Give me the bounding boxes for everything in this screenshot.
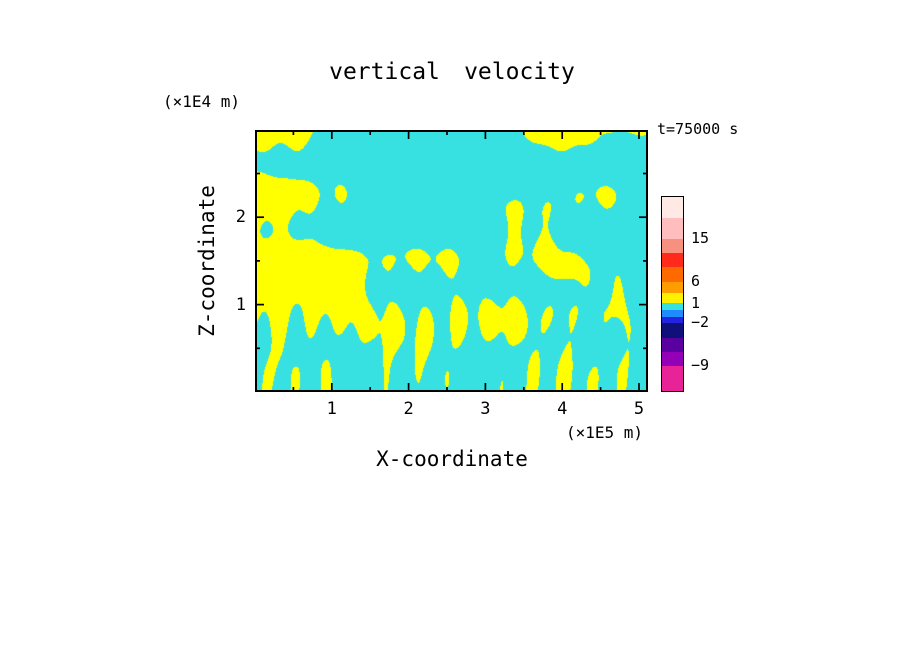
x-tick-label: 5 (633, 399, 645, 419)
colorbar-segment (662, 351, 683, 367)
colorbar-segment (662, 197, 683, 218)
x-tick-label: 4 (557, 399, 568, 419)
colorbar-segment (662, 292, 683, 304)
y-tick-label: 1 (235, 294, 246, 315)
colorbar-tick-label: −9 (691, 356, 710, 375)
axes-frame (255, 130, 648, 392)
x-axis-title: X-coordinate (376, 447, 528, 471)
x-tick-label: 3 (480, 399, 491, 419)
colorbar-segment (662, 366, 683, 391)
x-tick-label: 1 (326, 399, 337, 419)
time-annotation: t=75000 s (657, 120, 739, 138)
colorbar (661, 196, 684, 392)
colorbar-tick-label: −2 (691, 313, 710, 332)
chart-title: vertical velocity (329, 59, 575, 85)
x-tick-label: 2 (403, 399, 414, 419)
y-axis-unit-label: (×1E4 m) (163, 92, 241, 111)
colorbar-tick-label: 6 (691, 271, 701, 290)
colorbar-tick-label: 1 (691, 293, 701, 312)
colorbar-segment (662, 310, 683, 317)
y-tick-label: 2 (235, 207, 246, 228)
contour-field-canvas (255, 130, 648, 392)
colorbar-tick-label: 15 (691, 228, 710, 247)
colorbar-segment (662, 316, 683, 324)
colorbar-segment (662, 238, 683, 254)
colorbar-segment (662, 267, 683, 282)
colorbar-segment (662, 323, 683, 338)
colorbar-segment (662, 281, 683, 293)
colorbar-segment (662, 253, 683, 268)
colorbar-segment (662, 303, 683, 311)
colorbar-segment (662, 337, 683, 352)
y-axis-title: Z-coordinate (195, 185, 219, 337)
colorbar-segment (662, 217, 683, 239)
plot-area (255, 130, 648, 392)
x-axis-unit-label: (×1E5 m) (566, 423, 644, 442)
